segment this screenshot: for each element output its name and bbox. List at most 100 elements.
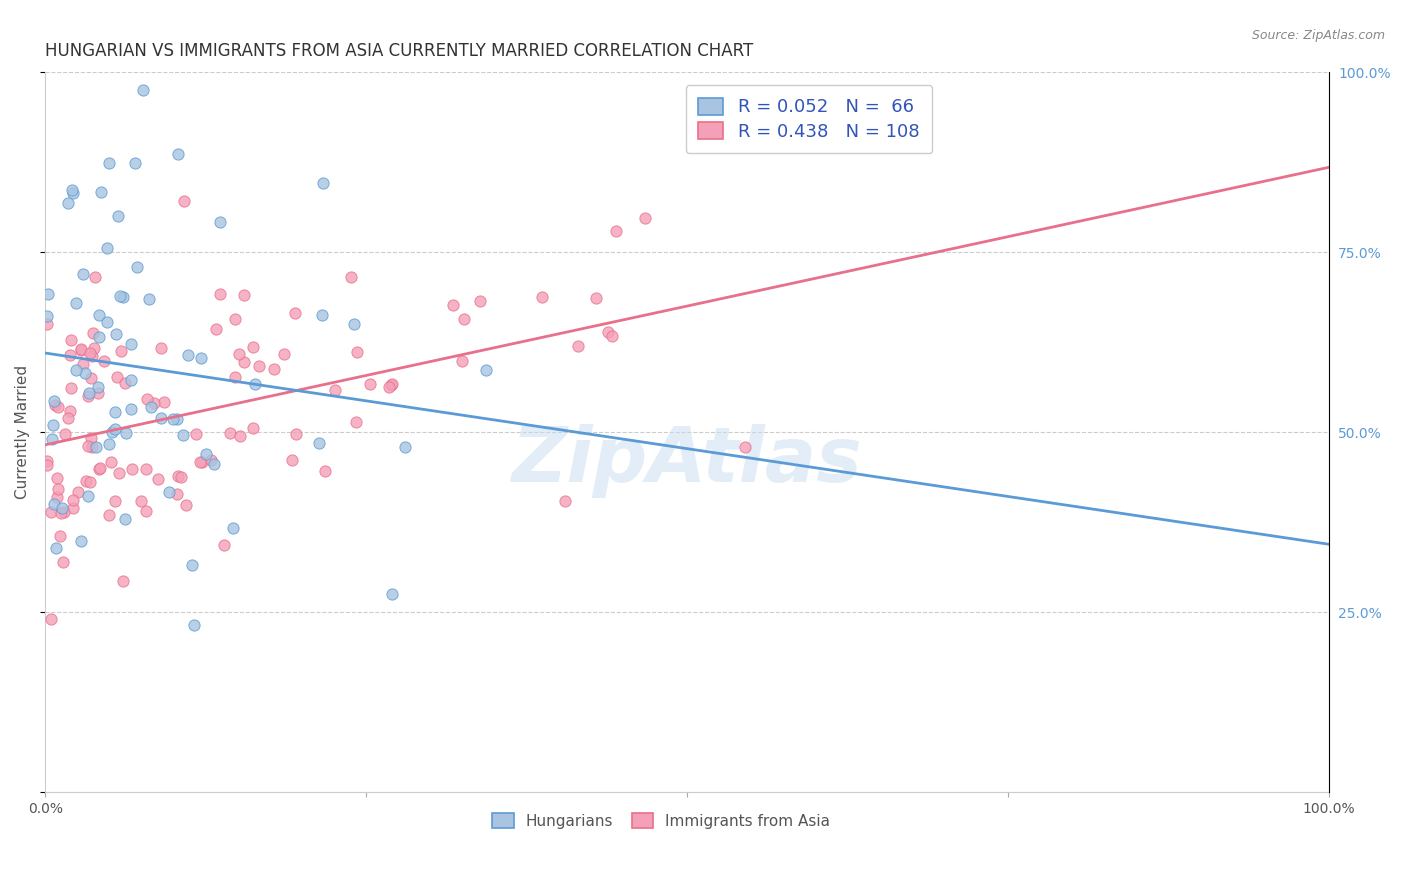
Point: [378, 380, 401, 394]
Point: [166, 411, 188, 425]
Point: [174, 499, 197, 513]
Point: [468, 294, 491, 309]
Point: [127, 260, 149, 274]
Point: [181, 558, 204, 573]
Point: [69, 343, 91, 358]
Point: [343, 317, 366, 331]
Point: [101, 425, 124, 440]
Y-axis label: Currently Married: Currently Married: [15, 365, 30, 500]
Point: [219, 426, 242, 441]
Point: [83, 270, 105, 285]
Point: [107, 210, 129, 224]
Point: [120, 401, 142, 416]
Legend: Hungarians, Immigrants from Asia: Hungarians, Immigrants from Asia: [486, 807, 837, 835]
Point: [285, 427, 308, 442]
Point: [245, 376, 267, 391]
Point: [120, 337, 142, 351]
Point: [60, 183, 83, 197]
Point: [60, 333, 83, 347]
Point: [39, 505, 62, 519]
Point: [35, 458, 58, 472]
Point: [46, 482, 69, 496]
Point: [170, 470, 193, 484]
Point: [96, 241, 118, 255]
Point: [87, 380, 110, 394]
Point: [98, 437, 121, 451]
Point: [49, 507, 72, 521]
Point: [96, 315, 118, 329]
Point: [311, 309, 333, 323]
Point: [166, 469, 188, 483]
Point: [132, 83, 155, 97]
Point: [281, 453, 304, 467]
Point: [346, 345, 368, 359]
Point: [70, 342, 93, 356]
Point: [86, 385, 108, 400]
Point: [441, 298, 464, 312]
Point: [104, 405, 127, 419]
Point: [209, 286, 232, 301]
Point: [35, 454, 58, 468]
Point: [104, 494, 127, 508]
Point: [72, 357, 94, 371]
Point: [734, 440, 756, 454]
Point: [150, 411, 173, 425]
Point: [35, 318, 58, 332]
Point: [58, 410, 80, 425]
Point: [114, 512, 136, 526]
Point: [129, 494, 152, 508]
Point: [451, 354, 474, 368]
Point: [135, 462, 157, 476]
Point: [325, 384, 347, 398]
Point: [224, 312, 246, 326]
Point: [89, 461, 111, 475]
Point: [228, 347, 250, 361]
Point: [35, 309, 58, 323]
Point: [77, 489, 100, 503]
Point: [585, 291, 607, 305]
Point: [120, 373, 142, 387]
Point: [308, 436, 330, 450]
Point: [79, 475, 101, 490]
Point: [51, 500, 73, 515]
Point: [190, 351, 212, 365]
Point: [105, 326, 128, 341]
Point: [554, 494, 576, 508]
Point: [263, 361, 285, 376]
Point: [53, 504, 76, 518]
Point: [242, 340, 264, 354]
Point: [605, 224, 627, 238]
Point: [247, 359, 270, 373]
Point: [52, 555, 75, 569]
Point: [312, 176, 335, 190]
Point: [77, 386, 100, 401]
Point: [75, 474, 97, 488]
Point: [229, 429, 252, 443]
Point: [188, 455, 211, 469]
Point: [79, 345, 101, 359]
Point: [83, 342, 105, 356]
Text: ZipAtlas: ZipAtlas: [512, 424, 862, 498]
Point: [77, 389, 100, 403]
Point: [172, 428, 194, 442]
Point: [232, 355, 254, 369]
Point: [42, 418, 65, 433]
Point: [344, 416, 367, 430]
Point: [80, 349, 103, 363]
Point: [475, 363, 498, 377]
Point: [112, 290, 135, 304]
Point: [124, 156, 146, 170]
Point: [110, 344, 132, 359]
Point: [567, 339, 589, 353]
Point: [73, 366, 96, 380]
Point: [79, 431, 101, 445]
Text: HUNGARIAN VS IMMIGRANTS FROM ASIA CURRENTLY MARRIED CORRELATION CHART: HUNGARIAN VS IMMIGRANTS FROM ASIA CURREN…: [45, 42, 754, 60]
Point: [44, 394, 66, 409]
Point: [105, 369, 128, 384]
Point: [82, 326, 104, 341]
Point: [202, 457, 225, 471]
Point: [39, 612, 62, 626]
Point: [283, 306, 305, 320]
Point: [380, 377, 402, 392]
Point: [209, 215, 232, 229]
